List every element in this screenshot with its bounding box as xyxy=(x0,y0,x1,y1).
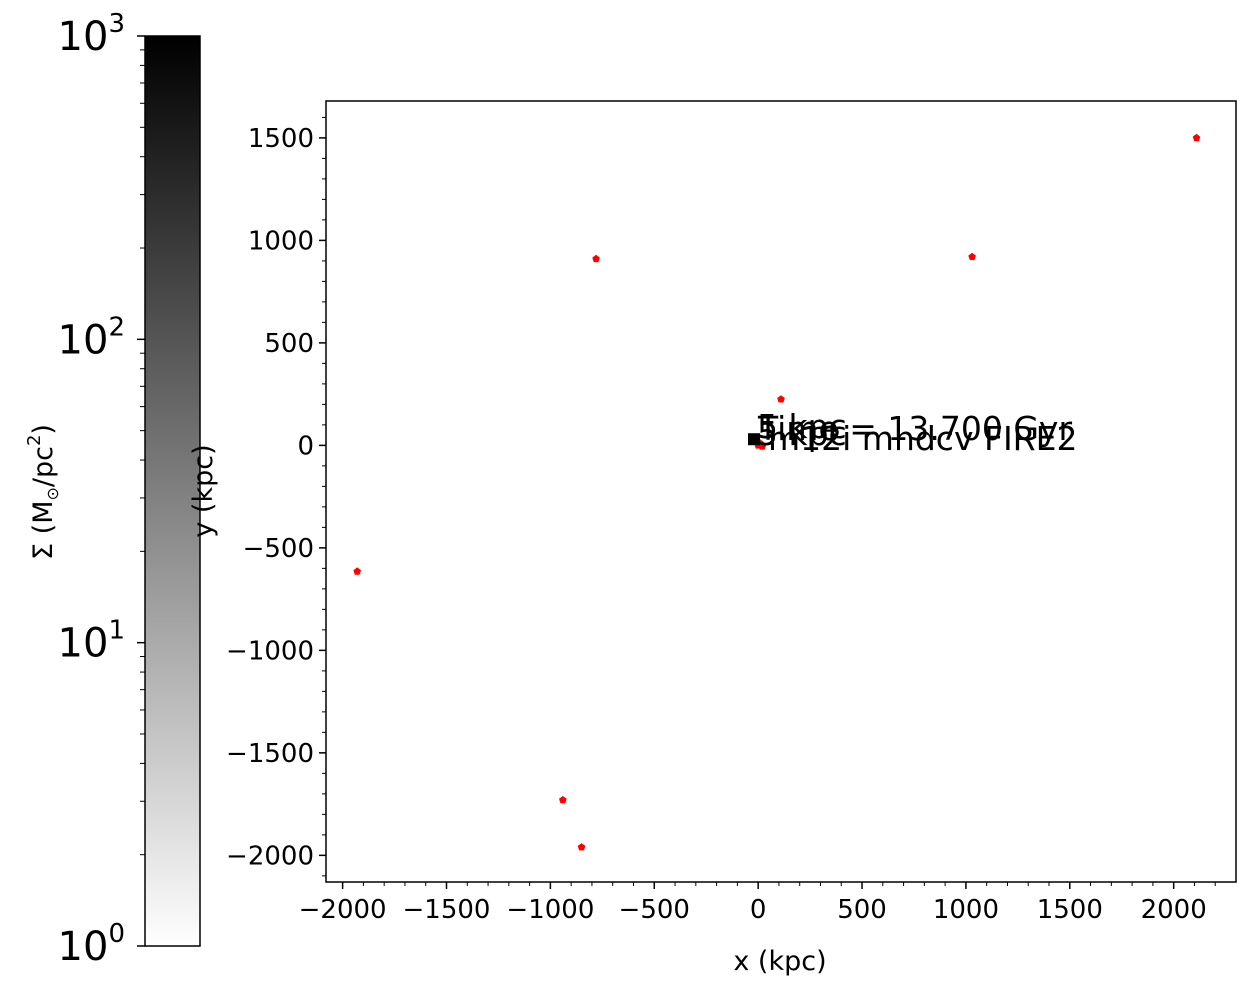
data-point xyxy=(559,796,567,804)
colorbar-tick-labels: 103 102 101 100 xyxy=(58,9,125,970)
x-tick-label: 0 xyxy=(750,895,767,925)
x-tick-label: 1000 xyxy=(933,895,999,925)
colorbar-tick-label: 100 xyxy=(58,919,125,970)
data-points xyxy=(353,133,1201,851)
data-point xyxy=(1192,133,1201,142)
y-tick-label: 1000 xyxy=(248,226,314,256)
y-axis-tick-labels: −2000 −1500 −1000 −500 0 500 1000 1500 xyxy=(226,124,314,871)
plot-frame xyxy=(325,100,1237,883)
plot-area: −2000 −1500 −1000 −500 0 500 1000 1500 2000 −200… xyxy=(188,100,1237,977)
y-tick-label: −2000 xyxy=(226,841,314,871)
colorbar-tick-label: 103 xyxy=(58,9,125,60)
data-point xyxy=(968,252,976,260)
x-axis-label: x (kpc) xyxy=(733,946,826,977)
data-point xyxy=(592,254,600,263)
data-point xyxy=(353,567,361,575)
x-tick-label: 2000 xyxy=(1141,895,1207,925)
center-marker xyxy=(747,433,760,446)
colorbar-ticks xyxy=(137,35,145,947)
y-tick-label: 500 xyxy=(264,329,314,359)
colorbar-label: Σ (M⊙/pc2) xyxy=(24,424,62,560)
x-tick-label: 1500 xyxy=(1037,895,1103,925)
y-axis-ticks xyxy=(319,116,326,877)
y-tick-label: 1500 xyxy=(248,124,314,154)
time-annotation: Time = 13.700 Gyr xyxy=(757,409,1072,448)
y-tick-label: −1500 xyxy=(226,739,314,769)
y-tick-label: −500 xyxy=(243,534,314,564)
y-tick-label: −1000 xyxy=(226,636,314,666)
x-tick-label: −1000 xyxy=(506,895,594,925)
colorbar-gradient xyxy=(144,35,201,947)
colorbar-tick-label: 101 xyxy=(58,616,125,667)
data-point xyxy=(777,395,785,403)
x-tick-label: −500 xyxy=(619,895,690,925)
y-axis-label: y (kpc) xyxy=(188,444,219,537)
x-axis-tick-labels: −2000 −1500 −1000 −500 0 500 1000 1500 2000 xyxy=(299,895,1207,925)
simulation-annotation: m12i mhdcv FIRE2 xyxy=(768,419,1077,458)
colorbar-tick-label: 102 xyxy=(58,312,125,363)
x-tick-label: −1500 xyxy=(403,895,491,925)
overlap-label-b: 5 kpc xyxy=(757,414,847,453)
colorbar: 103 102 101 100 Σ (M⊙/pc2) xyxy=(24,9,201,970)
overlap-label-a: 5 kpc xyxy=(757,407,847,446)
y-tick-label: 0 xyxy=(297,431,314,461)
x-axis-ticks xyxy=(341,882,1216,889)
x-tick-label: 500 xyxy=(837,895,887,925)
data-point xyxy=(577,843,586,851)
x-tick-label: −2000 xyxy=(299,895,387,925)
